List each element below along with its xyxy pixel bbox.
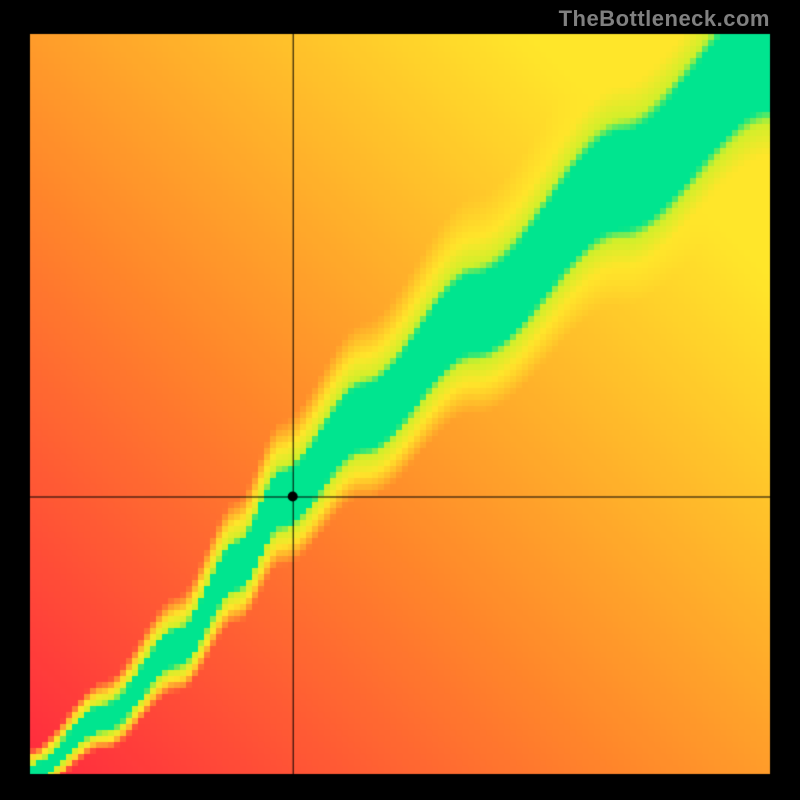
chart-container: { "watermark": { "text": "TheBottleneck.…: [0, 0, 800, 800]
watermark-text: TheBottleneck.com: [559, 6, 770, 32]
bottleneck-heatmap: [0, 0, 800, 800]
